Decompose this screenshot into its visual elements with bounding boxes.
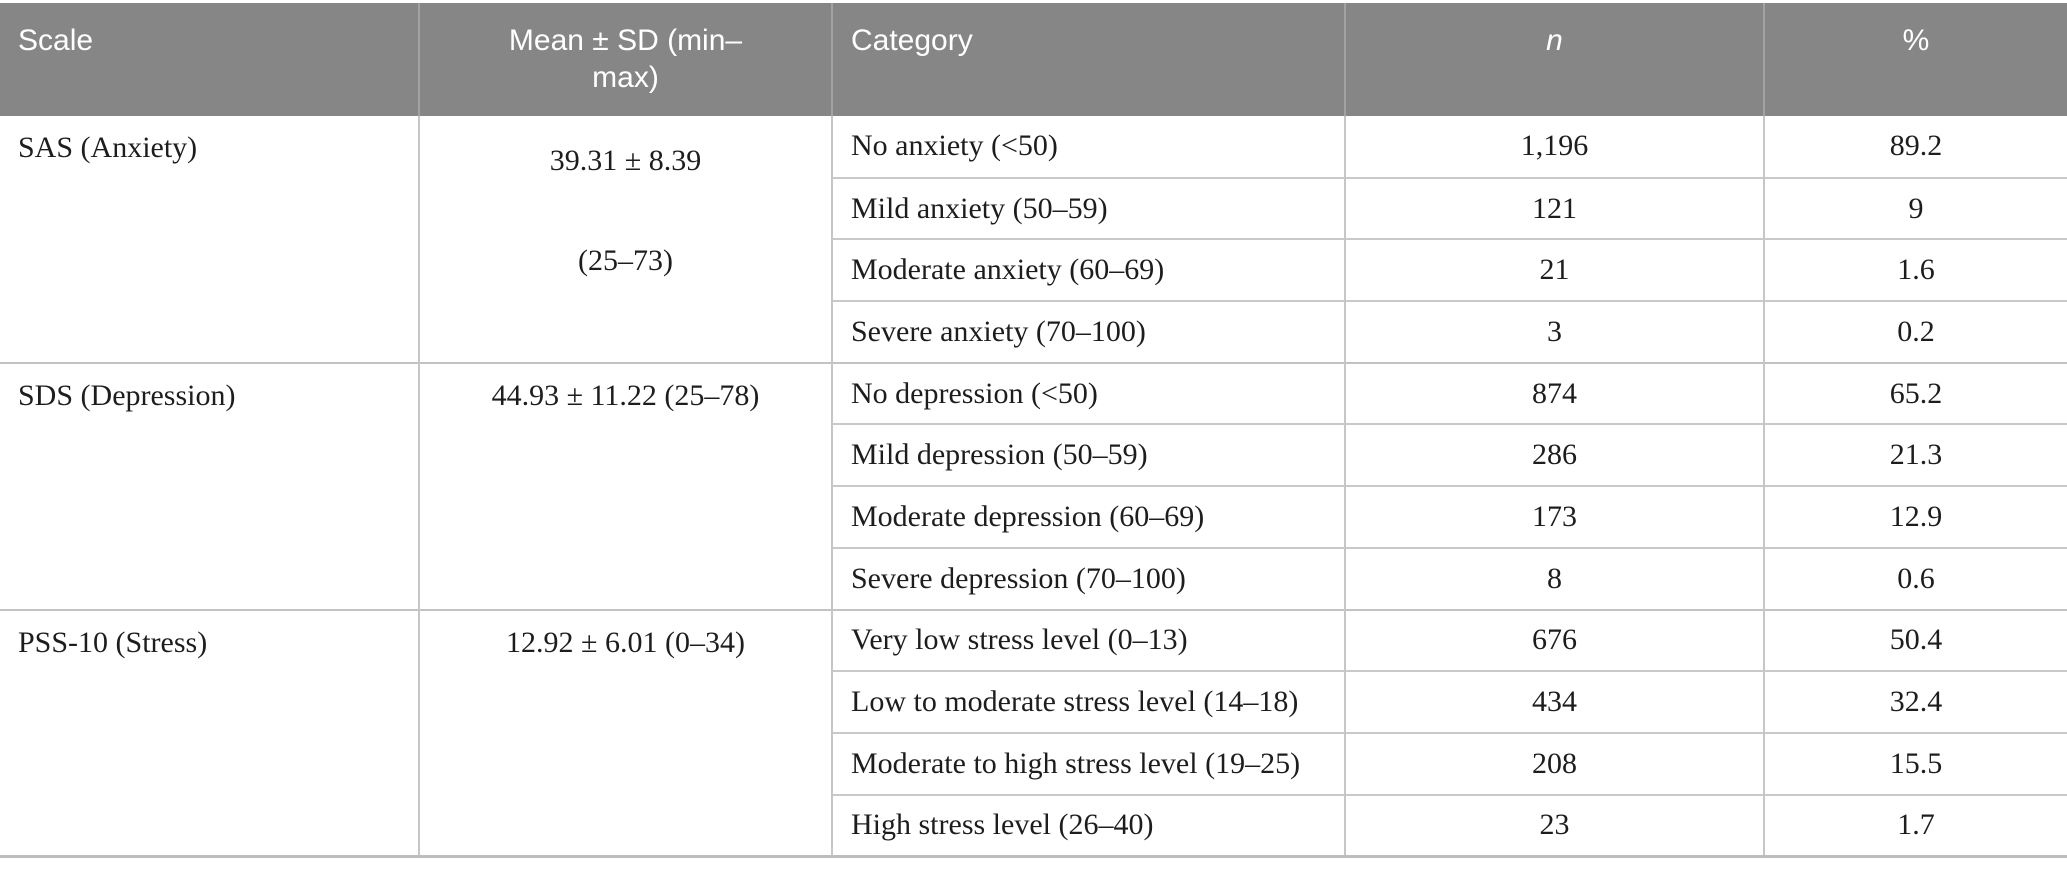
- category-cell: No anxiety (<50): [831, 116, 1345, 178]
- header-cell-category: Category: [831, 3, 1345, 116]
- group-start-row: SAS (Anxiety) 39.31 ± 8.39 (25–73) No anxie…: [0, 116, 2067, 363]
- header-mean-sd-label: Mean ± SD (min–max): [508, 24, 743, 94]
- table-row: High stress level (26–40) 23 1.7: [0, 793, 2067, 857]
- group-start-row: PSS-10 (Stress) 12.92 ± 6.01 (0–34) Very l…: [0, 608, 2067, 857]
- percent-cell: 0.2: [1763, 300, 2067, 363]
- category-cell: Severe anxiety (70–100): [831, 300, 1345, 363]
- percent-cell: 12.9: [1763, 485, 2067, 548]
- category-cell: Severe depression (70–100): [831, 546, 1345, 610]
- n-cell: 8: [1344, 546, 1764, 610]
- mean-sd-value: 12.92 ± 6.01 (0–34): [506, 625, 745, 659]
- scale-cell: PSS-10 (Stress): [0, 608, 419, 857]
- percent-cell: 50.4: [1763, 608, 2067, 672]
- table-row: Mild anxiety (50–59) 121 9: [0, 176, 2067, 240]
- table-row: Moderate anxiety (60–69) 21 1.6: [0, 238, 2067, 302]
- header-cell-n: n: [1344, 3, 1764, 116]
- category-cell: Mild anxiety (50–59): [831, 176, 1345, 240]
- table-row: Severe depression (70–100) 8 0.6: [0, 546, 2067, 610]
- n-cell: 23: [1344, 793, 1764, 857]
- header-cell-mean-sd: Mean ± SD (min–max): [418, 3, 832, 116]
- percent-cell: 1.7: [1763, 793, 2067, 857]
- percent-cell: 21.3: [1763, 423, 2067, 487]
- table-row: Mild depression (50–59) 286 21.3: [0, 423, 2067, 487]
- mean-sd-value: 44.93 ± 11.22 (25–78): [491, 378, 760, 412]
- n-cell: 21: [1344, 238, 1764, 302]
- table-row: Moderate depression (60–69) 173 12.9: [0, 485, 2067, 548]
- table-row: Low to moderate stress level (14–18) 434 3…: [0, 670, 2067, 733]
- percent-cell: 89.2: [1763, 116, 2067, 178]
- header-cell-percent: %: [1763, 3, 2067, 116]
- category-cell: Moderate to high stress level (19–25): [831, 731, 1345, 795]
- n-cell: 208: [1344, 731, 1764, 795]
- category-cell: Moderate anxiety (60–69): [831, 238, 1345, 302]
- n-cell: 286: [1344, 423, 1764, 487]
- n-cell: 121: [1344, 176, 1764, 240]
- table-header: Scale Mean ± SD (min–max) Category n %: [0, 3, 2067, 116]
- scale-cell: SDS (Depression): [0, 361, 419, 610]
- descriptive-statistics-table: Scale Mean ± SD (min–max) Category n % S…: [0, 3, 2067, 858]
- n-cell: 173: [1344, 485, 1764, 548]
- header-row: Scale Mean ± SD (min–max) Category n %: [0, 3, 2067, 116]
- mean-sd-range: (25–73): [578, 244, 673, 277]
- mean-sd-cell: 39.31 ± 8.39 (25–73): [418, 116, 832, 363]
- table-row: Moderate to high stress level (19–25) 208…: [0, 731, 2067, 795]
- n-cell: 676: [1344, 608, 1764, 672]
- percent-cell: 65.2: [1763, 361, 2067, 425]
- category-cell: Low to moderate stress level (14–18): [831, 670, 1345, 733]
- percent-cell: 1.6: [1763, 238, 2067, 302]
- percent-cell: 0.6: [1763, 546, 2067, 610]
- n-cell: 3: [1344, 300, 1764, 363]
- mean-sd-value: 39.31 ± 8.39: [549, 144, 702, 177]
- category-cell: Very low stress level (0–13): [831, 608, 1345, 672]
- n-cell: 874: [1344, 361, 1764, 425]
- mean-sd-cell: 44.93 ± 11.22 (25–78): [418, 361, 832, 610]
- category-cell: Moderate depression (60–69): [831, 485, 1345, 548]
- group-start-row: SDS (Depression) 44.93 ± 11.22 (25–78) No …: [0, 361, 2067, 610]
- n-cell: 434: [1344, 670, 1764, 733]
- table-row: Severe anxiety (70–100) 3 0.2: [0, 300, 2067, 363]
- n-cell: 1,196: [1344, 116, 1764, 178]
- table-body: SAS (Anxiety) 39.31 ± 8.39 (25–73) No anxie…: [0, 116, 2067, 857]
- category-cell: Mild depression (50–59): [831, 423, 1345, 487]
- category-cell: High stress level (26–40): [831, 793, 1345, 857]
- mean-sd-cell: 12.92 ± 6.01 (0–34): [418, 608, 832, 857]
- scale-cell: SAS (Anxiety): [0, 116, 419, 363]
- percent-cell: 9: [1763, 176, 2067, 240]
- percent-cell: 15.5: [1763, 731, 2067, 795]
- percent-cell: 32.4: [1763, 670, 2067, 733]
- category-cell: No depression (<50): [831, 361, 1345, 425]
- header-cell-scale: Scale: [0, 3, 419, 116]
